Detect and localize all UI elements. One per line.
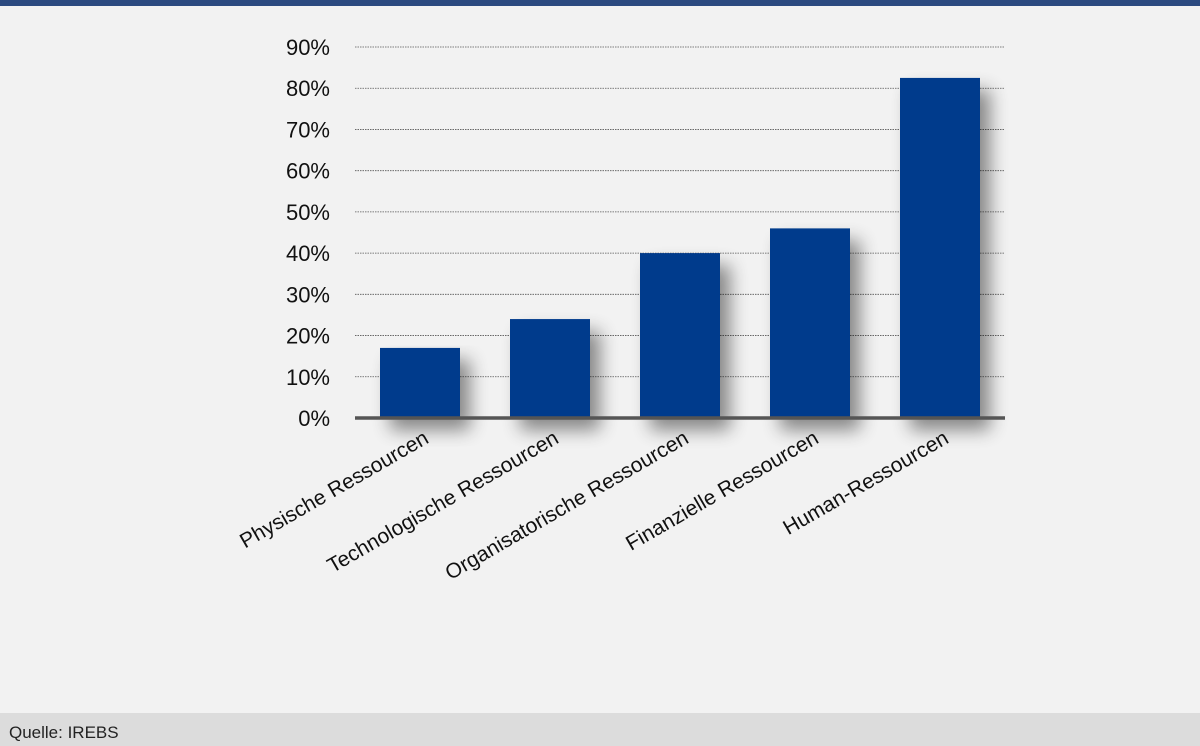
y-tick-label: 70% <box>286 117 330 142</box>
bar <box>640 253 720 418</box>
y-tick-label: 30% <box>286 282 330 307</box>
x-tick-label: Organisatorische Ressourcen <box>441 426 692 584</box>
top-accent-bar <box>0 0 1200 6</box>
source-label: Quelle: IREBS <box>9 723 119 742</box>
bar <box>770 228 850 418</box>
y-tick-label: 0% <box>298 406 330 431</box>
y-tick-label: 50% <box>286 200 330 225</box>
y-tick-label: 40% <box>286 241 330 266</box>
y-tick-labels: 0% 10% 20% 30% 40% 50% 60% 70% 80% 90% <box>286 35 330 431</box>
bar <box>510 319 590 418</box>
y-tick-label: 60% <box>286 159 330 184</box>
bars <box>380 77 980 419</box>
bar <box>380 347 460 418</box>
y-tick-label: 20% <box>286 324 330 349</box>
source-bar: Quelle: IREBS <box>0 713 1200 746</box>
x-tick-label: Technologische Ressourcen <box>324 426 563 577</box>
bar <box>900 77 980 419</box>
bar-chart: 0% 10% 20% 30% 40% 50% 60% 70% 80% 90% Physische … <box>236 35 1005 585</box>
y-tick-label: 90% <box>286 35 330 60</box>
y-tick-label: 80% <box>286 76 330 101</box>
y-tick-label: 10% <box>286 365 330 390</box>
